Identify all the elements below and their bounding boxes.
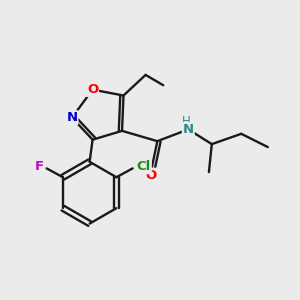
Text: N: N	[66, 111, 77, 124]
Text: F: F	[35, 160, 44, 173]
Text: H: H	[182, 115, 190, 128]
Text: N: N	[183, 123, 194, 136]
Text: O: O	[146, 169, 157, 182]
Text: O: O	[87, 83, 98, 96]
Text: Cl: Cl	[137, 160, 151, 173]
